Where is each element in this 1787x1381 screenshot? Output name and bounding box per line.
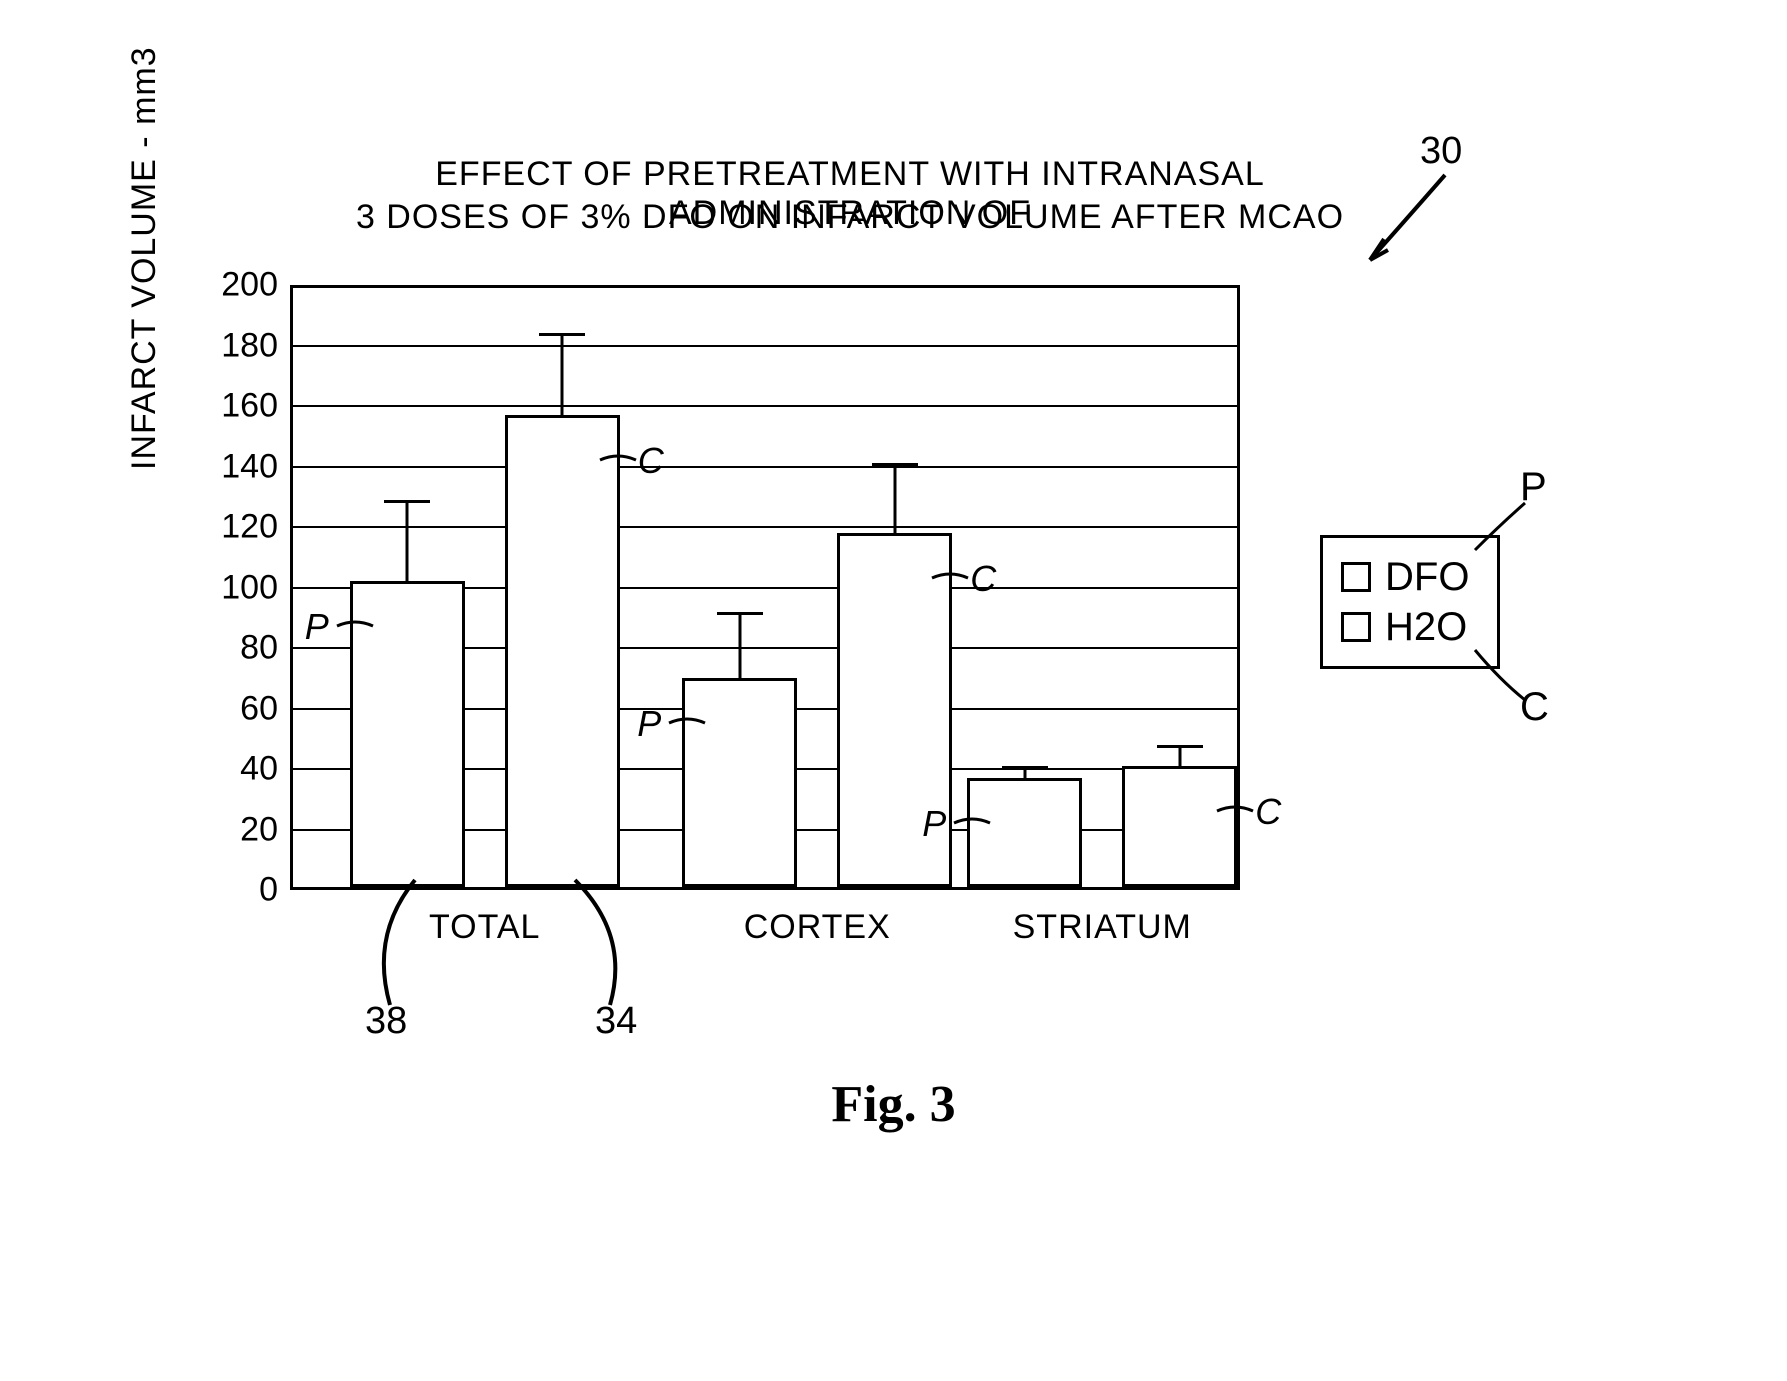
y-axis-title: INFARCT VOLUME - mm3 (125, 46, 164, 470)
bar-striatum-dfo (967, 778, 1082, 887)
bar-striatum-h2o (1122, 766, 1237, 887)
plot-border (290, 285, 1240, 288)
gridline (290, 405, 1240, 407)
plot-border (290, 887, 1240, 890)
error-bar (350, 500, 465, 582)
y-tick-label: 40 (198, 750, 278, 789)
chart-title-line2: 3 DOSES OF 3% DFO ON INFARCT VOLUME AFTE… (300, 198, 1400, 237)
x-category-label: STRIATUM (1013, 908, 1192, 947)
gridline (290, 466, 1240, 468)
callout-30: 30 (1420, 130, 1462, 173)
callout-34: 34 (595, 1000, 637, 1043)
callout-38: 38 (365, 1000, 407, 1043)
bar-annotation-c: C (970, 558, 996, 600)
legend: DFO H2O (1320, 535, 1500, 669)
bar-total-h2o (505, 415, 620, 887)
y-tick-label: 160 (198, 387, 278, 426)
legend-item-h2o: H2O (1341, 602, 1469, 652)
x-category-label: CORTEX (744, 908, 891, 947)
y-tick-label: 140 (198, 447, 278, 486)
bar-annotation-p: P (305, 606, 329, 648)
error-bar (837, 463, 952, 533)
bar-annotation-p: P (922, 803, 946, 845)
legend-swatch-icon (1341, 612, 1371, 642)
legend-swatch-icon (1341, 562, 1371, 592)
figure-caption: Fig. 3 (0, 1075, 1787, 1134)
y-tick-label: 80 (198, 629, 278, 668)
legend-annotation-p: P (1520, 465, 1547, 510)
lead-line-icon (540, 875, 650, 1015)
figure-page: EFFECT OF PRETREATMENT WITH INTRANASAL A… (0, 0, 1787, 1381)
y-tick-label: 120 (198, 508, 278, 547)
legend-annotation-c: C (1520, 685, 1549, 730)
chart-plot-area: 020406080100120140160180200TOTALCORTEXST… (290, 285, 1240, 890)
gridline (290, 345, 1240, 347)
y-tick-label: 100 (198, 568, 278, 607)
legend-label: H2O (1385, 602, 1467, 652)
y-tick-label: 60 (198, 689, 278, 728)
error-bar (1122, 745, 1237, 766)
bar-total-dfo (350, 581, 465, 887)
y-tick-label: 180 (198, 326, 278, 365)
legend-item-dfo: DFO (1341, 552, 1469, 602)
bar-annotation-c: C (638, 440, 664, 482)
y-tick-label: 200 (198, 266, 278, 305)
legend-label: DFO (1385, 552, 1469, 602)
y-tick-label: 0 (198, 871, 278, 910)
y-tick-label: 20 (198, 810, 278, 849)
gridline (290, 526, 1240, 528)
bar-annotation-p: P (637, 703, 661, 745)
bar-annotation-c: C (1255, 791, 1281, 833)
bar-cortex-dfo (682, 678, 797, 887)
x-category-label: TOTAL (429, 908, 540, 947)
error-bar (682, 612, 797, 679)
